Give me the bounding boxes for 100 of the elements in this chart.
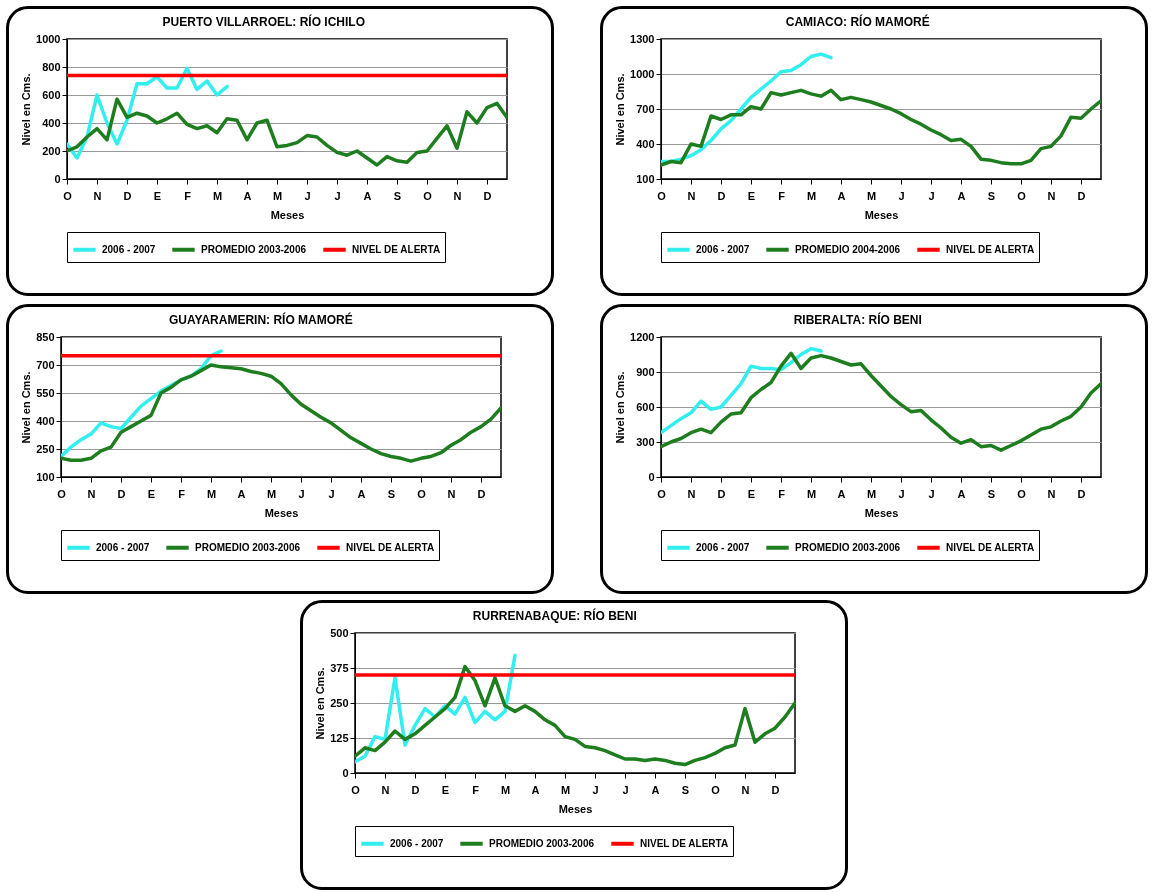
x-tick-label: J xyxy=(592,783,599,796)
x-tick-label: O xyxy=(711,783,721,796)
y-tick-label: 700 xyxy=(636,102,655,115)
x-tick-label: D xyxy=(771,783,780,796)
x-tick-label: N xyxy=(381,783,390,796)
chart-title: PUERTO VILLARROEL: RÍO ICHILO xyxy=(162,14,365,29)
x-tick-label: E xyxy=(147,487,156,500)
x-tick-label: F xyxy=(472,783,480,796)
x-tick-label: J xyxy=(928,189,935,202)
x-tick-label: S xyxy=(387,487,396,500)
x-axis-title: Meses xyxy=(264,506,299,519)
x-tick-label: D xyxy=(483,189,492,202)
x-tick-label: M xyxy=(866,487,877,500)
line-series xyxy=(61,363,501,463)
legend-label: PROMEDIO 2003-2006 xyxy=(795,541,901,553)
line-series xyxy=(661,88,1101,167)
y-tick-label: 600 xyxy=(42,88,61,101)
y-axis-title: Nivel en Cms. xyxy=(20,371,33,444)
line-series xyxy=(355,664,795,767)
x-tick-label: S xyxy=(987,189,996,202)
y-tick-label: 250 xyxy=(36,442,55,455)
y-tick-label: 200 xyxy=(42,144,61,157)
y-tick-label: 1000 xyxy=(630,67,655,80)
x-tick-label: D xyxy=(1077,487,1086,500)
legend-label: PROMEDIO 2004-2006 xyxy=(795,243,901,255)
x-tick-label: D xyxy=(1077,189,1086,202)
x-tick-label: M xyxy=(806,189,817,202)
line-series xyxy=(661,346,823,435)
legend-label: NIVEL DE ALERTA xyxy=(346,541,435,553)
x-tick-label: F xyxy=(178,487,186,500)
x-tick-label: N xyxy=(87,487,96,500)
x-tick-label: D xyxy=(477,487,486,500)
x-axis-title: Meses xyxy=(270,208,305,221)
x-tick-label: J xyxy=(928,487,935,500)
x-tick-label: E xyxy=(153,189,162,202)
chart-title: RIBERALTA: RÍO BENI xyxy=(793,312,922,327)
y-tick-label: 125 xyxy=(330,731,349,744)
x-tick-label: A xyxy=(243,189,252,202)
legend-label: 2006 - 2007 xyxy=(102,243,156,255)
y-tick-label: 850 xyxy=(36,330,55,343)
x-tick-label: E xyxy=(747,189,756,202)
y-tick-label: 0 xyxy=(648,470,655,483)
x-tick-label: N xyxy=(687,487,696,500)
x-tick-label: F xyxy=(778,189,786,202)
y-tick-label: 400 xyxy=(36,414,55,427)
x-tick-label: O xyxy=(423,189,433,202)
y-axis-title: Nivel en Cms. xyxy=(314,667,327,740)
x-tick-label: N xyxy=(687,189,696,202)
x-axis-title: Meses xyxy=(864,506,899,519)
x-tick-label: E xyxy=(747,487,756,500)
x-tick-label: D xyxy=(411,783,420,796)
line-series xyxy=(661,351,1101,452)
x-tick-label: S xyxy=(987,487,996,500)
chart-title: RURRENABAQUE: RÍO BENI xyxy=(472,608,637,623)
x-tick-label: J xyxy=(298,487,305,500)
y-tick-label: 0 xyxy=(342,766,349,779)
x-tick-label: E xyxy=(441,783,450,796)
x-tick-label: A xyxy=(237,487,246,500)
x-tick-label: A xyxy=(957,487,966,500)
x-tick-label: O xyxy=(63,189,73,202)
x-tick-label: N xyxy=(93,189,102,202)
x-tick-label: D xyxy=(717,189,726,202)
legend-label: NIVEL DE ALERTA xyxy=(946,243,1035,255)
line-series xyxy=(67,66,229,160)
x-tick-label: F xyxy=(184,189,192,202)
y-tick-label: 400 xyxy=(42,116,61,129)
x-tick-label: O xyxy=(1017,487,1027,500)
x-tick-label: N xyxy=(453,189,462,202)
x-tick-label: J xyxy=(304,189,311,202)
x-tick-label: J xyxy=(334,189,341,202)
legend-label: NIVEL DE ALERTA xyxy=(640,837,729,849)
line-series xyxy=(67,97,507,167)
x-tick-label: D xyxy=(717,487,726,500)
x-tick-label: M xyxy=(206,487,217,500)
y-tick-label: 1200 xyxy=(630,330,655,343)
x-tick-label: J xyxy=(328,487,335,500)
y-tick-label: 375 xyxy=(330,661,349,674)
x-tick-label: A xyxy=(357,487,366,500)
y-tick-label: 600 xyxy=(636,400,655,413)
x-tick-label: M xyxy=(212,189,223,202)
legend-label: NIVEL DE ALERTA xyxy=(946,541,1035,553)
x-tick-label: A xyxy=(651,783,660,796)
x-tick-label: A xyxy=(531,783,540,796)
y-tick-label: 1000 xyxy=(36,32,61,45)
x-tick-label: N xyxy=(1047,487,1056,500)
legend-label: PROMEDIO 2003-2006 xyxy=(201,243,307,255)
x-tick-label: A xyxy=(957,189,966,202)
y-axis-title: Nivel en Cms. xyxy=(614,371,627,444)
x-tick-label: J xyxy=(898,487,905,500)
y-tick-label: 1300 xyxy=(630,32,655,45)
legend-label: PROMEDIO 2003-2006 xyxy=(195,541,301,553)
chart-title: CAMIACO: RÍO MAMORÉ xyxy=(785,14,930,29)
x-tick-label: J xyxy=(622,783,629,796)
y-tick-label: 900 xyxy=(636,365,655,378)
x-tick-label: O xyxy=(417,487,427,500)
x-tick-label: F xyxy=(778,487,786,500)
x-axis-title: Meses xyxy=(558,802,593,815)
legend-label: NIVEL DE ALERTA xyxy=(352,243,441,255)
chart-title: GUAYARAMERIN: RÍO MAMORÉ xyxy=(168,312,353,327)
y-axis-title: Nivel en Cms. xyxy=(20,73,33,146)
